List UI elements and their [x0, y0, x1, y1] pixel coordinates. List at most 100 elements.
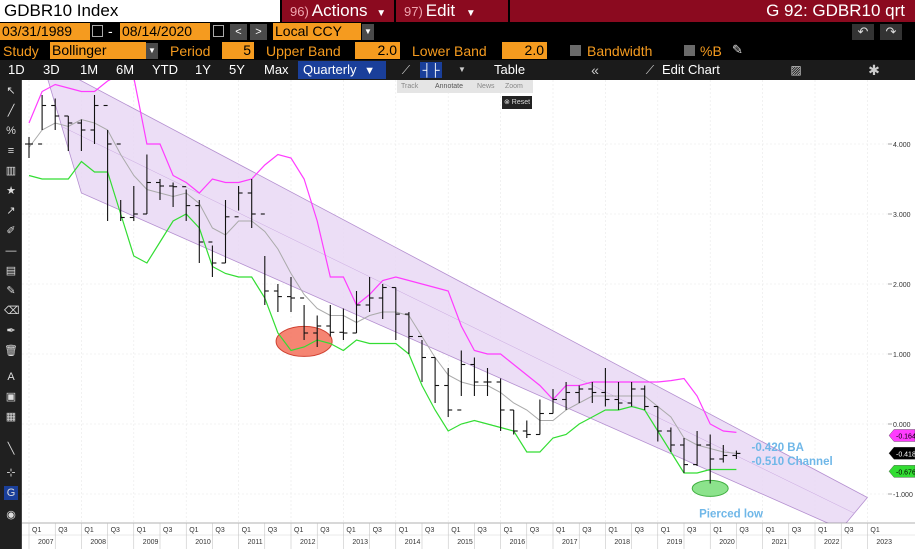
brush-icon[interactable]: ✐ [6, 225, 16, 237]
annotation-label: -0.510 Channel [752, 456, 833, 468]
x-quarter-label: Q1 [608, 527, 617, 534]
lock-icon[interactable]: ▣ [5, 391, 17, 403]
upper-band-label: Upper Band [266, 43, 341, 59]
x-year-label: 2008 [90, 539, 106, 546]
x-quarter-label: Q1 [242, 527, 251, 534]
ohlc-bar [535, 399, 544, 436]
redo-button[interactable]: ↷ [880, 24, 902, 40]
crosshair-icon[interactable]: ⊹ [6, 467, 16, 479]
percent-icon[interactable]: % [6, 125, 16, 137]
pen-icon[interactable]: ✎ [6, 285, 16, 297]
x-quarter-label: Q1 [346, 527, 355, 534]
color-palette-icon[interactable]: ◉ [6, 509, 16, 521]
x-quarter-label: Q3 [373, 527, 382, 534]
ohlc-bar [116, 143, 125, 221]
annotate-button[interactable]: Annotate [435, 83, 464, 90]
percent-b-label: %B [700, 43, 722, 59]
x-quarter-label: Q1 [294, 527, 303, 534]
gear-icon[interactable]: ✱ [868, 62, 880, 78]
pointer-icon[interactable]: ↖ [6, 85, 16, 97]
period-6m[interactable]: 6M [116, 62, 135, 77]
x-quarter-label: Q3 [425, 527, 434, 534]
actions-menu[interactable]: 96) Actions ▼ [282, 0, 394, 22]
x-year-label: 2014 [405, 539, 421, 546]
currency-select[interactable]: Local CCY [273, 23, 361, 40]
period-ytd[interactable]: YTD [152, 62, 178, 77]
zoom-button[interactable]: Zoom [505, 83, 523, 90]
period-3d[interactable]: 3D [43, 62, 60, 77]
annotate-icon[interactable]: ▨ [790, 63, 802, 77]
ohlc-bar [103, 104, 112, 221]
table-button[interactable]: Table [494, 62, 526, 77]
chevron-down-icon[interactable]: ▼ [362, 24, 374, 40]
ohlc-bar [38, 95, 47, 145]
news-button[interactable]: News [477, 83, 495, 90]
ticker-field[interactable]: GDBR10 Index [0, 0, 280, 22]
line-chart-icon[interactable]: ⟋ [401, 63, 411, 77]
ohlc-bar [562, 382, 571, 410]
ohlc-bar [260, 213, 269, 305]
last-value-badge: -0.164 [888, 429, 915, 442]
badge-label: -0.164 [896, 433, 915, 440]
chevron-down-icon[interactable]: ▼ [458, 65, 466, 74]
channel-icon[interactable]: ▥ [5, 165, 17, 177]
edit-chart-icon: ⟋ [645, 63, 655, 77]
edit-menu[interactable]: 97) Edit ▼ [396, 0, 508, 22]
ohlc-bar [287, 277, 295, 312]
undo-button[interactable]: ↶ [852, 24, 874, 40]
text-icon[interactable]: A [7, 371, 15, 383]
period-1d[interactable]: 1D [8, 62, 25, 77]
x-year-label: 2011 [248, 539, 263, 546]
last-value-badges: -0.164 -0.418 -0.676 [888, 429, 915, 478]
arrow-icon[interactable]: ↗ [6, 205, 16, 217]
chevron-down-icon[interactable]: ▼ [146, 43, 158, 59]
double-chevron-left-icon[interactable]: « [591, 62, 599, 78]
shapes-icon[interactable]: ▤ [5, 265, 17, 277]
fibonacci-icon[interactable]: ≡ [7, 145, 15, 157]
line-style-icon[interactable]: ╲ [7, 443, 15, 455]
actions-menu-label: Actions [311, 1, 368, 20]
x-quarter-label: Q1 [556, 527, 565, 534]
start-date-input[interactable]: 03/31/1989 [0, 23, 90, 40]
trash-icon[interactable]: 🗑 [4, 345, 18, 357]
favorites-icon[interactable]: ★ [6, 185, 16, 197]
price-chart[interactable]: 4.000 3.000 2.000 1.000 0.000 -1.000 Q1 2007 Q3… [22, 80, 915, 549]
frequency-select[interactable]: Quarterly ▼ [298, 61, 386, 79]
g-icon[interactable]: G [4, 486, 18, 500]
study-select[interactable]: Bollinger [50, 42, 146, 59]
period-1y[interactable]: 1Y [195, 62, 211, 77]
badge-shape [888, 447, 915, 460]
end-date-input[interactable]: 08/14/2020 [120, 23, 210, 40]
ohlc-bar [326, 305, 335, 337]
trend-line-icon[interactable]: ╱ [7, 105, 15, 117]
badge-label: -0.418 [896, 451, 915, 458]
reset-button[interactable]: ⊗ Reset [502, 96, 532, 109]
next-period-button[interactable]: > [250, 24, 267, 40]
ohlc-bar [522, 420, 531, 438]
x-year-label: 2016 [510, 539, 526, 546]
y-tick-label: 1.000 [893, 352, 911, 359]
bar-chart-icon[interactable]: ┤├ [420, 62, 442, 78]
edit-chart-button[interactable]: Edit Chart [662, 62, 720, 77]
percent-b-checkbox[interactable] [684, 45, 695, 56]
period-5y[interactable]: 5Y [229, 62, 245, 77]
y-axis: 4.000 3.000 2.000 1.000 0.000 -1.000 [888, 142, 913, 499]
eraser-icon[interactable]: ⌫ [4, 305, 20, 317]
bandwidth-checkbox[interactable] [570, 45, 581, 56]
period-input[interactable]: 5 [222, 42, 254, 59]
pencil-icon[interactable]: ✎ [732, 42, 743, 57]
horizontal-line-icon[interactable]: — [5, 245, 17, 257]
period-max[interactable]: Max [264, 62, 289, 77]
track-button[interactable]: Track [401, 83, 419, 90]
calendar-icon[interactable] [213, 25, 224, 37]
prev-period-button[interactable]: < [230, 24, 247, 40]
calendar-icon[interactable] [92, 25, 103, 37]
period-1m[interactable]: 1M [80, 62, 99, 77]
lower-band-input[interactable]: 2.0 [502, 42, 547, 59]
ohlc-bar [680, 438, 688, 473]
marker-icon[interactable]: ✒ [6, 325, 16, 337]
ohlc-bar [666, 427, 675, 452]
ohlc-bar [156, 179, 164, 200]
style-icon[interactable]: ▦ [5, 411, 17, 423]
upper-band-input[interactable]: 2.0 [355, 42, 400, 59]
